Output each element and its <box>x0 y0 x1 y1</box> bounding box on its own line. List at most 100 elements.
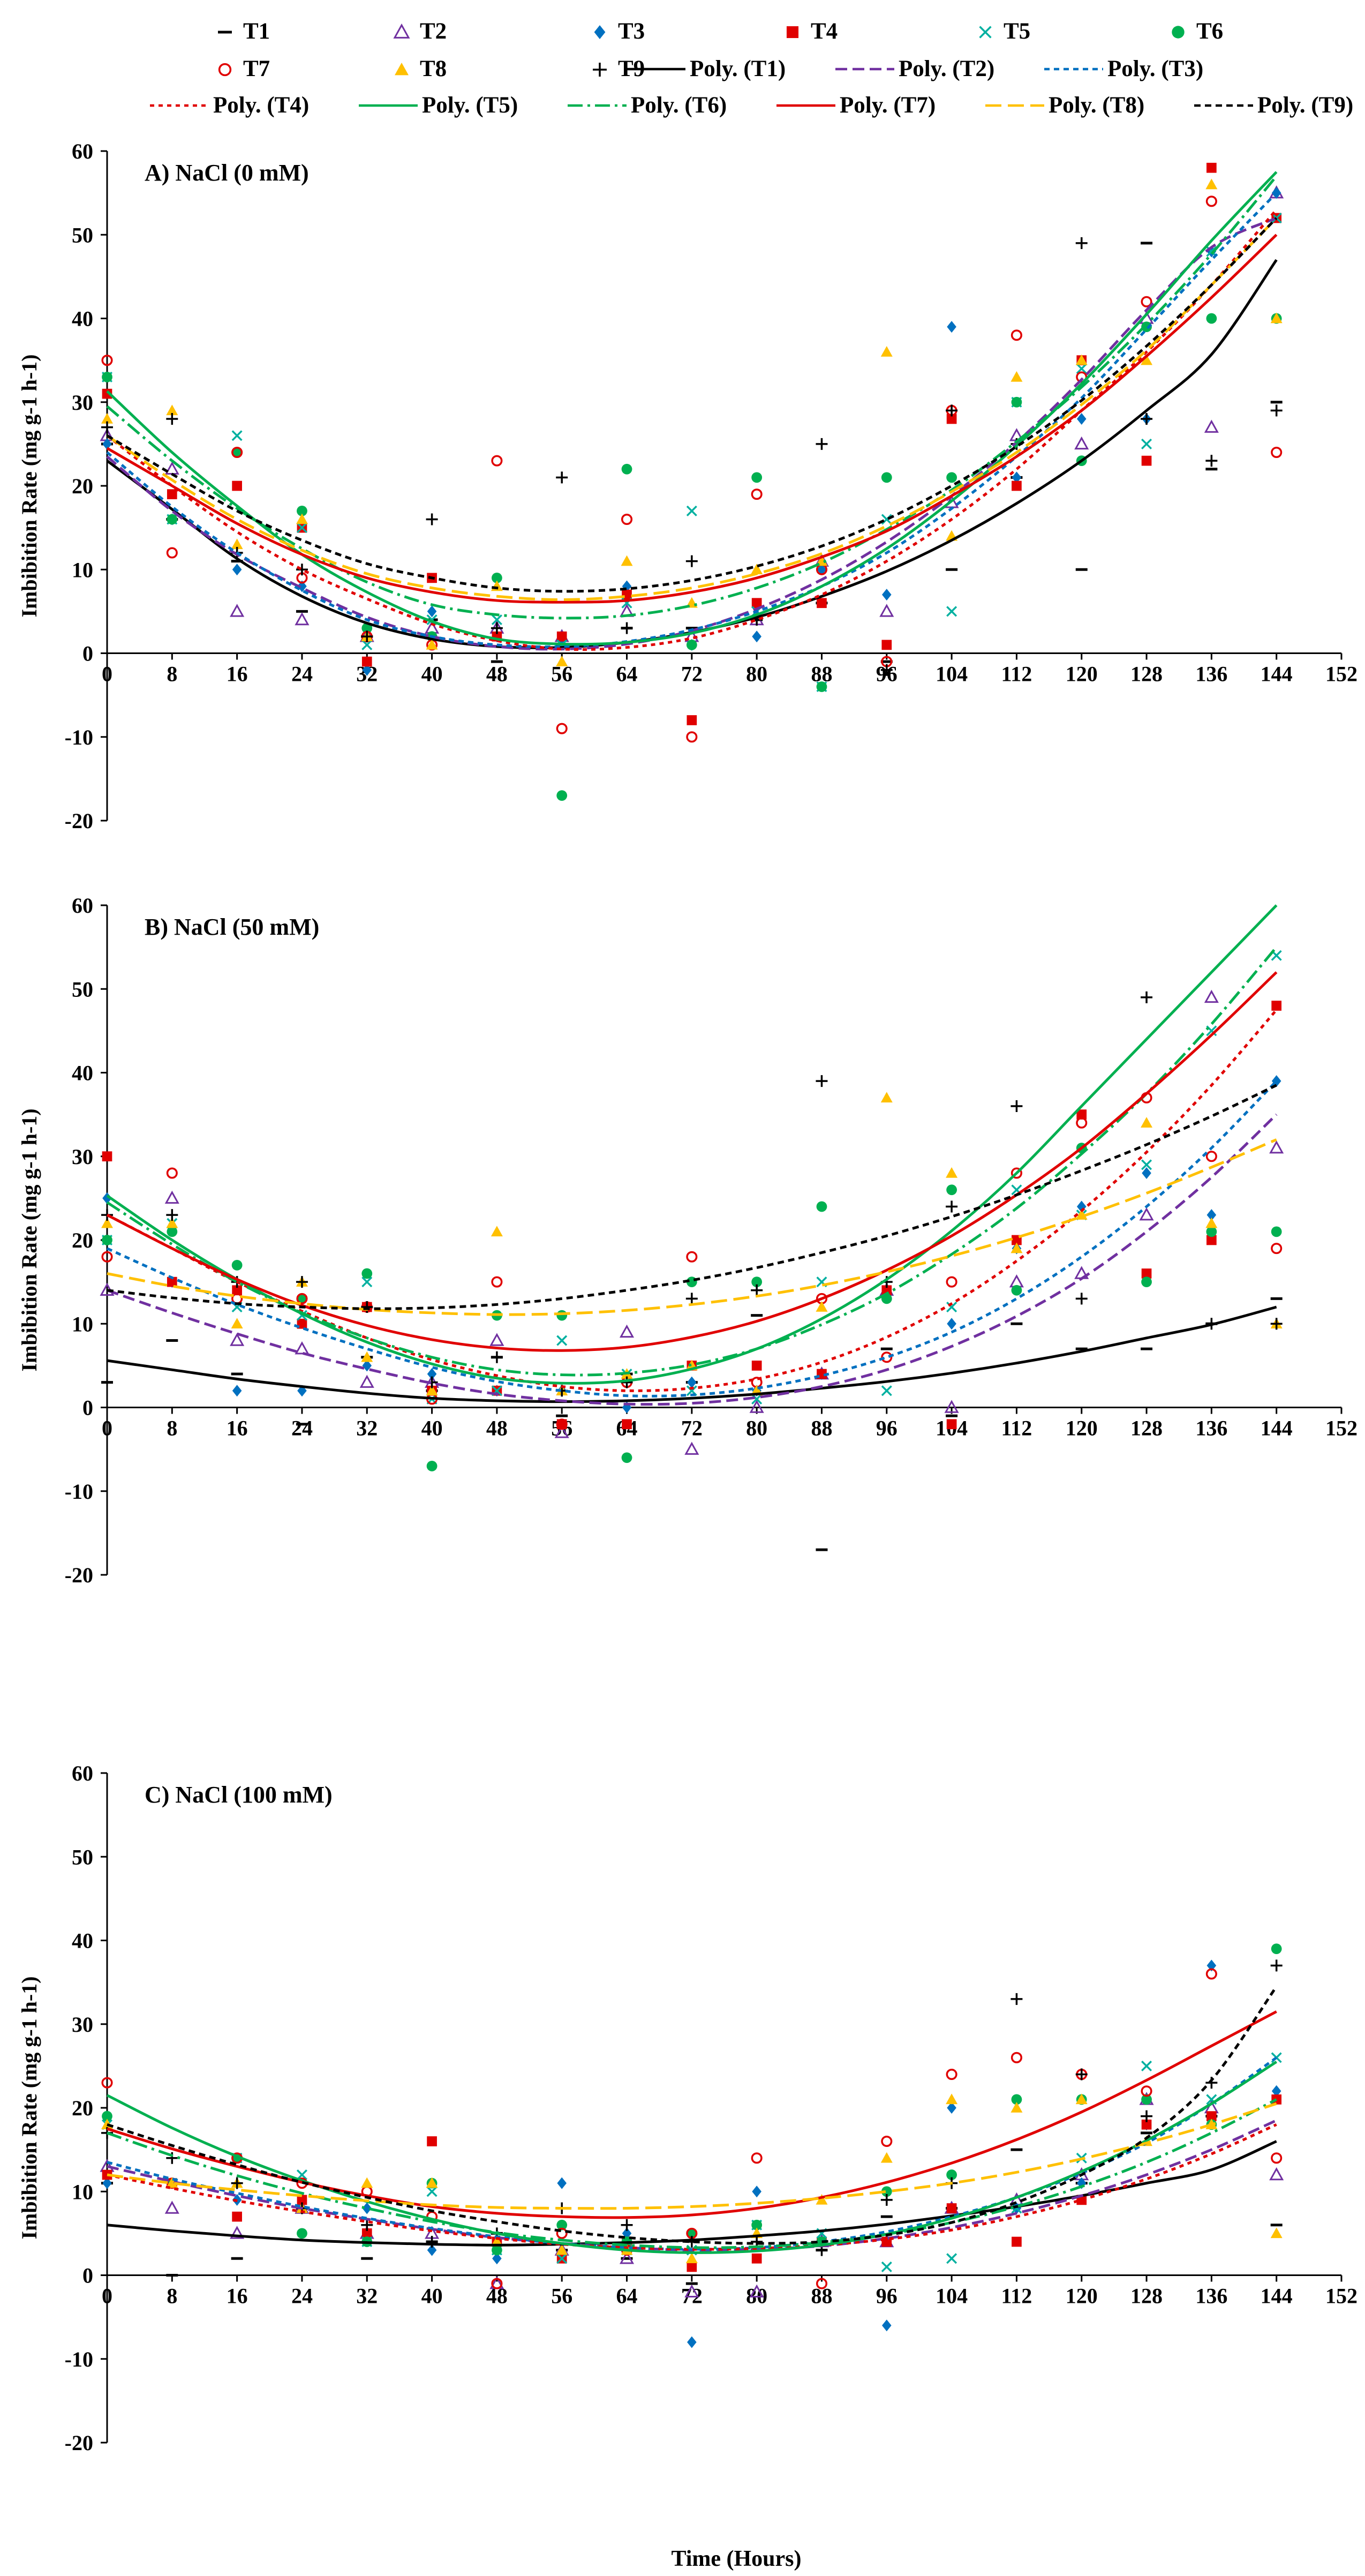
point-t7 <box>946 2068 957 2081</box>
x-tick-label: 152 <box>1325 662 1358 686</box>
point-t3 <box>362 664 372 676</box>
legend-label-t2: T2 <box>420 19 447 44</box>
point-t3 <box>881 2319 892 2332</box>
y-tick-label: 60 <box>72 893 93 918</box>
point-t5 <box>881 1385 892 1396</box>
point-t3 <box>427 2244 437 2256</box>
point-t9 <box>166 413 178 425</box>
trend-line-t4 <box>106 1009 1278 1392</box>
legend-label-t8: T8 <box>420 56 447 81</box>
x-tick-label: 8 <box>167 1416 177 1440</box>
y-axis-title: Imbibition Rate (mg g-1 h-1) <box>17 1976 41 2239</box>
point-t2 <box>1139 1207 1154 1221</box>
point-t9 <box>556 471 568 484</box>
x-tick-label: 16 <box>227 1416 248 1440</box>
point-t6 <box>1141 321 1152 333</box>
point-t9 <box>361 1301 373 1313</box>
point-t3 <box>1142 1167 1151 1179</box>
point-t6 <box>881 2186 892 2197</box>
point-t9 <box>166 2152 178 2164</box>
panel-title: A) NaCl (0 mM) <box>145 160 309 186</box>
point-t7 <box>231 446 243 459</box>
point-t8 <box>166 2177 178 2188</box>
point-t8 <box>1075 354 1088 365</box>
legend-label-t4: T4 <box>811 19 838 44</box>
point-t5 <box>556 2253 568 2264</box>
point-t9 <box>880 664 893 676</box>
trend-line-t2 <box>106 216 1277 651</box>
point-t8 <box>1010 2102 1023 2113</box>
x-tick-label: 120 <box>1066 662 1098 686</box>
x-tick-label: 8 <box>167 662 177 686</box>
point-t6 <box>621 1452 632 1463</box>
point-t4 <box>232 480 242 491</box>
point-t3 <box>102 1192 112 1204</box>
point-t5 <box>1141 2060 1152 2071</box>
point-t3 <box>1012 471 1022 484</box>
point-t8 <box>101 1217 113 1228</box>
point-t7 <box>556 723 568 734</box>
y-tick-label: 0 <box>82 642 93 666</box>
point-t2 <box>944 1400 959 1413</box>
point-t6 <box>556 790 568 801</box>
y-tick-label: 20 <box>72 474 93 498</box>
y-tick-label: 60 <box>72 139 93 163</box>
point-t7 <box>1076 1117 1088 1129</box>
point-t2 <box>749 1400 764 1413</box>
point-t3 <box>427 605 437 618</box>
point-t3 <box>362 1360 372 1372</box>
point-t5 <box>1076 363 1087 374</box>
point-t6 <box>1206 1226 1217 1237</box>
point-t9 <box>685 1293 698 1305</box>
point-t2 <box>749 2284 764 2298</box>
point-t9 <box>491 622 503 634</box>
x-tick-label: 24 <box>291 2284 313 2308</box>
x-tick-label: 0 <box>102 1416 112 1440</box>
y-tick-label: 40 <box>72 1929 93 1953</box>
x-tick-label: 24 <box>291 662 313 686</box>
point-t9 <box>816 1075 828 1087</box>
point-t4 <box>881 1285 892 1296</box>
point-t9 <box>751 1284 763 1296</box>
point-t8 <box>1010 1242 1023 1253</box>
point-t8 <box>880 1092 893 1103</box>
point-t8 <box>1075 2093 1088 2105</box>
point-t7 <box>1271 1243 1283 1255</box>
legend-label-poly-t6: Poly. (T6) <box>631 93 727 118</box>
point-t9 <box>621 622 633 634</box>
point-t4 <box>946 1419 957 1430</box>
point-t7 <box>556 1418 568 1430</box>
point-t7 <box>1205 196 1217 207</box>
y-tick-label: 10 <box>72 2180 93 2204</box>
point-t6 <box>167 514 178 525</box>
point-t8 <box>491 1226 503 1237</box>
point-t7 <box>1010 329 1022 341</box>
point-t2 <box>359 1375 374 1388</box>
point-t3 <box>492 2252 502 2265</box>
point-t6 <box>686 639 697 650</box>
x-tick-label: 128 <box>1130 2284 1163 2308</box>
point-t3 <box>362 2202 372 2214</box>
trend-line-t1 <box>107 1305 1277 1403</box>
point-t7 <box>166 547 178 559</box>
point-t8 <box>946 2093 958 2105</box>
point-t4 <box>946 2203 957 2213</box>
y-tick-label: 20 <box>72 2096 93 2120</box>
x-tick-label: 96 <box>876 1416 898 1440</box>
x-tick-label: 80 <box>746 2284 767 2308</box>
x-tick-label: 32 <box>356 1416 378 1440</box>
point-t8 <box>231 538 243 550</box>
y-tick-label: 50 <box>72 223 93 247</box>
point-t3 <box>687 2336 697 2348</box>
point-t3 <box>817 564 827 576</box>
point-t7 <box>881 1351 893 1363</box>
legend-marker-t8 <box>395 63 409 76</box>
point-t7 <box>101 355 113 366</box>
point-t2 <box>619 2251 635 2264</box>
point-t7 <box>1271 2152 1283 2164</box>
point-t9 <box>1075 2068 1088 2081</box>
legend-label-t5: T5 <box>1004 19 1030 44</box>
point-t8 <box>1141 1117 1153 1128</box>
x-tick-label: 112 <box>1001 2284 1032 2308</box>
point-t8 <box>556 656 568 666</box>
